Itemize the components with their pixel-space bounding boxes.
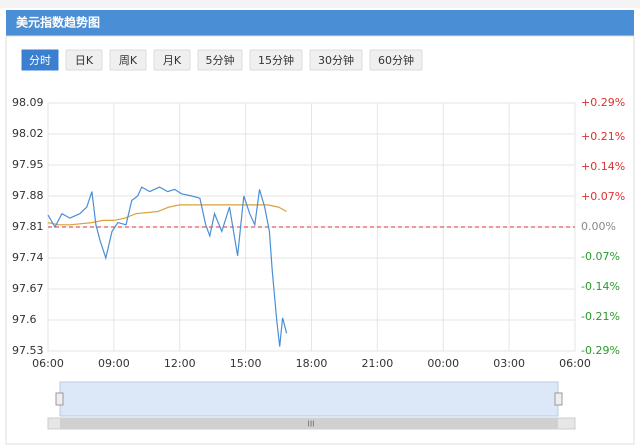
x-tick-label: 21:00 — [362, 357, 394, 370]
x-tick-label: 09:00 — [98, 357, 130, 370]
tab-button[interactable] — [309, 49, 363, 71]
tab-label: 5分钟 — [206, 53, 235, 67]
tab-label: 15分钟 — [258, 53, 294, 67]
tab-label: 30分钟 — [318, 53, 354, 67]
tab-button[interactable] — [369, 49, 423, 71]
y2-tick-label: -0.21% — [581, 310, 620, 323]
y2-tick-label: -0.07% — [581, 250, 620, 263]
series-line — [47, 186, 288, 347]
y-tick-label: 97.74 — [12, 251, 44, 264]
x-tick-label: 06:00 — [32, 357, 64, 370]
y-tick-label: 97.53 — [12, 344, 44, 357]
tab-button[interactable] — [65, 49, 103, 71]
y2-tick-label: +0.29% — [581, 96, 625, 109]
tab-button[interactable] — [249, 49, 303, 71]
y-tick-label: 97.95 — [12, 158, 44, 171]
y2-tick-label: -0.29% — [581, 344, 620, 357]
top-strip — [0, 0, 640, 8]
y-tick-label: 98.09 — [12, 96, 44, 109]
y-tick-label: 97.88 — [12, 189, 44, 202]
tab-label: 月K — [163, 54, 182, 67]
x-tick-label: 15:00 — [230, 357, 262, 370]
navigator-handle[interactable] — [55, 392, 64, 406]
y2-tick-label: +0.14% — [581, 160, 625, 173]
x-tick-label: 00:00 — [427, 357, 459, 370]
x-tick-label: 03:00 — [493, 357, 525, 370]
y-tick-label: 97.67 — [12, 282, 44, 295]
tab-button[interactable] — [153, 49, 191, 71]
header-title: 美元指数趋势图 — [16, 15, 100, 30]
tab-button[interactable] — [197, 49, 243, 71]
y2-tick-label: +0.07% — [581, 190, 625, 203]
navigator-handle[interactable] — [554, 392, 563, 406]
x-tick-label: 18:00 — [296, 357, 328, 370]
x-tick-label: 12:00 — [164, 357, 196, 370]
panel — [5, 35, 635, 445]
y-tick-label: 97.6 — [12, 313, 37, 326]
tab-button[interactable] — [21, 49, 59, 71]
tab-label: 分时 — [29, 54, 51, 67]
y-tick-label: 98.02 — [12, 127, 44, 140]
y2-tick-label: +0.21% — [581, 130, 625, 143]
y-tick-label: 97.81 — [12, 220, 44, 233]
y2-tick-label: -0.14% — [581, 280, 620, 293]
header-bar — [6, 10, 634, 36]
series-line — [47, 204, 287, 226]
tab-label: 日K — [75, 54, 94, 67]
scrollbar-thumb[interactable] — [60, 418, 558, 429]
navigator[interactable] — [59, 381, 559, 417]
tab-label: 60分钟 — [378, 53, 414, 67]
y2-tick-label: 0.00% — [581, 220, 616, 233]
scroll-grip: III — [307, 420, 314, 429]
tab-button[interactable] — [109, 49, 147, 71]
x-tick-label: 06:00 — [559, 357, 591, 370]
tab-label: 周K — [119, 54, 138, 67]
